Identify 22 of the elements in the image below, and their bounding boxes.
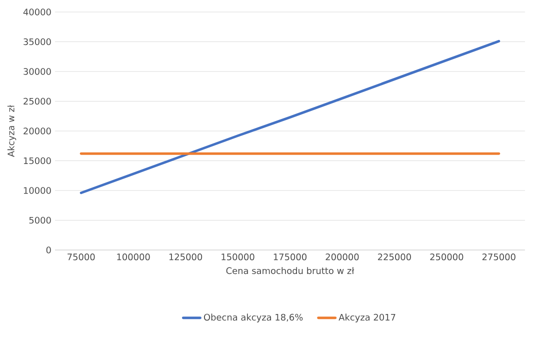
x-tick-label: 125000 [169, 254, 202, 260]
x-tick-label: 150000 [222, 254, 254, 260]
y-tick-label: 35000 [24, 38, 51, 46]
x-axis-title: Cena samochodu brutto w zł [226, 267, 354, 274]
y-axis-title: Akcyza w zł [7, 104, 16, 157]
x-tick-label: 200000 [326, 254, 359, 260]
y-tick-label: 10000 [24, 187, 51, 194]
y-tick-label: 5000 [29, 216, 51, 224]
y-tick-label: 40000 [23, 8, 51, 16]
x-tick-label: 250000 [430, 254, 464, 260]
x-tick-label: 225000 [378, 254, 411, 260]
y-tick-label: 20000 [24, 128, 51, 134]
y-tick-label: 0 [46, 246, 51, 254]
legend-label: Obecna akcyza 18,6% [204, 314, 303, 322]
x-tick-label: 175000 [274, 254, 307, 260]
y-tick-label: 15000 [24, 157, 51, 164]
x-tick-label: 75000 [68, 254, 95, 260]
legend-label: Akcyza 2017 [338, 314, 396, 322]
x-tick-label: 100000 [117, 254, 150, 260]
y-tick-label: 25000 [24, 98, 51, 105]
x-tick-label: 275000 [482, 254, 516, 260]
y-tick-label: 30000 [24, 68, 51, 75]
